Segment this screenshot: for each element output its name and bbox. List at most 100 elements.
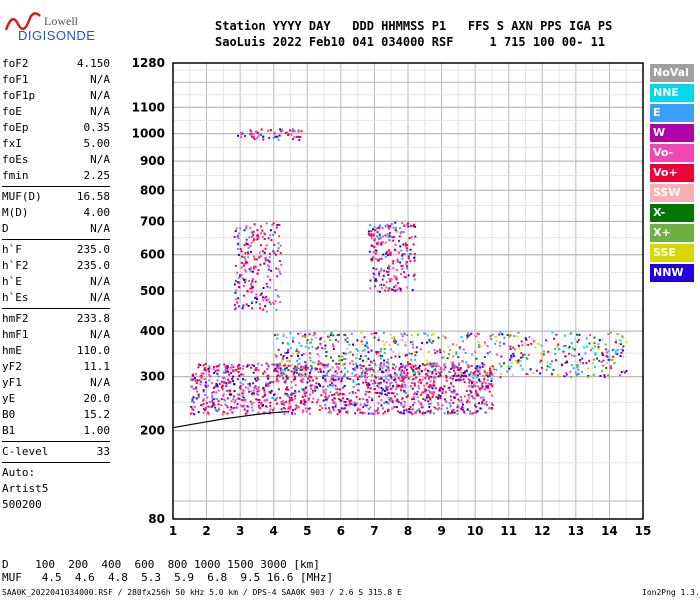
echo-point (190, 405, 193, 408)
echo-point (299, 136, 302, 138)
echo-point (324, 378, 327, 381)
echo-point (400, 230, 403, 233)
echo-point (288, 402, 291, 405)
echo-point (371, 257, 374, 260)
echo-point (375, 376, 378, 379)
echo-point (456, 378, 459, 381)
echo-point (353, 374, 356, 377)
echo-point (468, 334, 471, 337)
echo-point (383, 269, 386, 272)
echo-point (545, 339, 548, 342)
echo-point (270, 239, 273, 242)
echo-point (339, 409, 342, 412)
echo-point (482, 375, 485, 377)
echo-point (382, 331, 385, 334)
echo-point (375, 332, 378, 335)
echo-point (262, 299, 265, 302)
echo-point (403, 224, 405, 227)
echo-point (248, 382, 251, 385)
echo-point (555, 359, 557, 362)
echo-point (329, 391, 332, 394)
echo-point (389, 399, 392, 402)
echo-point (309, 364, 312, 367)
echo-point (337, 340, 340, 343)
echo-point (342, 397, 345, 400)
echo-point (217, 403, 220, 406)
echo-point (212, 367, 215, 370)
echo-point (229, 409, 232, 412)
echo-point (342, 386, 345, 389)
echo-point (343, 362, 346, 365)
echo-point (366, 390, 369, 393)
echo-point (523, 342, 526, 345)
echo-point (380, 257, 383, 260)
echo-point (487, 386, 489, 389)
echo-point (241, 307, 244, 310)
echo-point (468, 385, 471, 388)
echo-point (572, 367, 575, 370)
echo-point (256, 298, 258, 301)
echo-point (437, 397, 440, 400)
echo-point (377, 370, 380, 373)
echo-point (267, 365, 270, 368)
echo-point (203, 367, 206, 370)
echo-point (253, 387, 256, 389)
echo-point (460, 335, 463, 338)
echo-point (478, 365, 481, 368)
echo-point (460, 374, 463, 377)
echo-point (396, 373, 399, 376)
echo-point (404, 341, 407, 344)
echo-point (601, 354, 604, 356)
echo-point (385, 252, 387, 255)
echo-point (393, 248, 396, 251)
echo-point (233, 236, 236, 238)
echo-point (374, 381, 377, 384)
echo-point (238, 386, 241, 389)
echo-point (275, 363, 278, 366)
echo-point (489, 367, 491, 370)
y-tick-label: 700 (140, 214, 165, 228)
echo-point (384, 393, 387, 396)
echo-point (440, 407, 443, 410)
echo-point (411, 364, 414, 367)
echo-point (332, 397, 335, 400)
echo-point (408, 253, 411, 256)
echo-point (218, 407, 220, 410)
echo-point (425, 410, 428, 413)
echo-point (323, 391, 326, 394)
echo-point (468, 373, 471, 376)
echo-point (348, 392, 351, 395)
echo-point (267, 298, 270, 301)
echo-point (378, 227, 381, 230)
echo-point (542, 350, 545, 353)
echo-point (620, 351, 623, 354)
echo-point (459, 347, 462, 350)
echo-point (334, 378, 337, 381)
echo-point (239, 385, 242, 388)
echo-point (300, 130, 303, 133)
echo-point (385, 286, 388, 289)
echo-point (255, 131, 258, 134)
echo-point (352, 368, 355, 370)
echo-point (300, 365, 303, 368)
echo-point (242, 285, 245, 287)
echo-point (479, 366, 481, 369)
echo-point (361, 371, 364, 374)
echo-point (245, 227, 248, 230)
param-name: C-level (2, 445, 49, 458)
y-tick-label: 1100 (132, 100, 165, 114)
echo-point (379, 350, 382, 353)
echo-point (483, 377, 486, 380)
echo-point (426, 341, 428, 344)
echo-point (403, 370, 406, 373)
echo-point (387, 254, 389, 257)
echo-point (294, 390, 297, 392)
echo-point (607, 333, 610, 336)
echo-point (489, 369, 491, 372)
echo-point (325, 397, 328, 400)
echo-point (293, 136, 296, 139)
echo-point (431, 372, 434, 375)
echo-point (275, 226, 278, 229)
echo-point (394, 339, 397, 342)
echo-point (227, 365, 229, 368)
